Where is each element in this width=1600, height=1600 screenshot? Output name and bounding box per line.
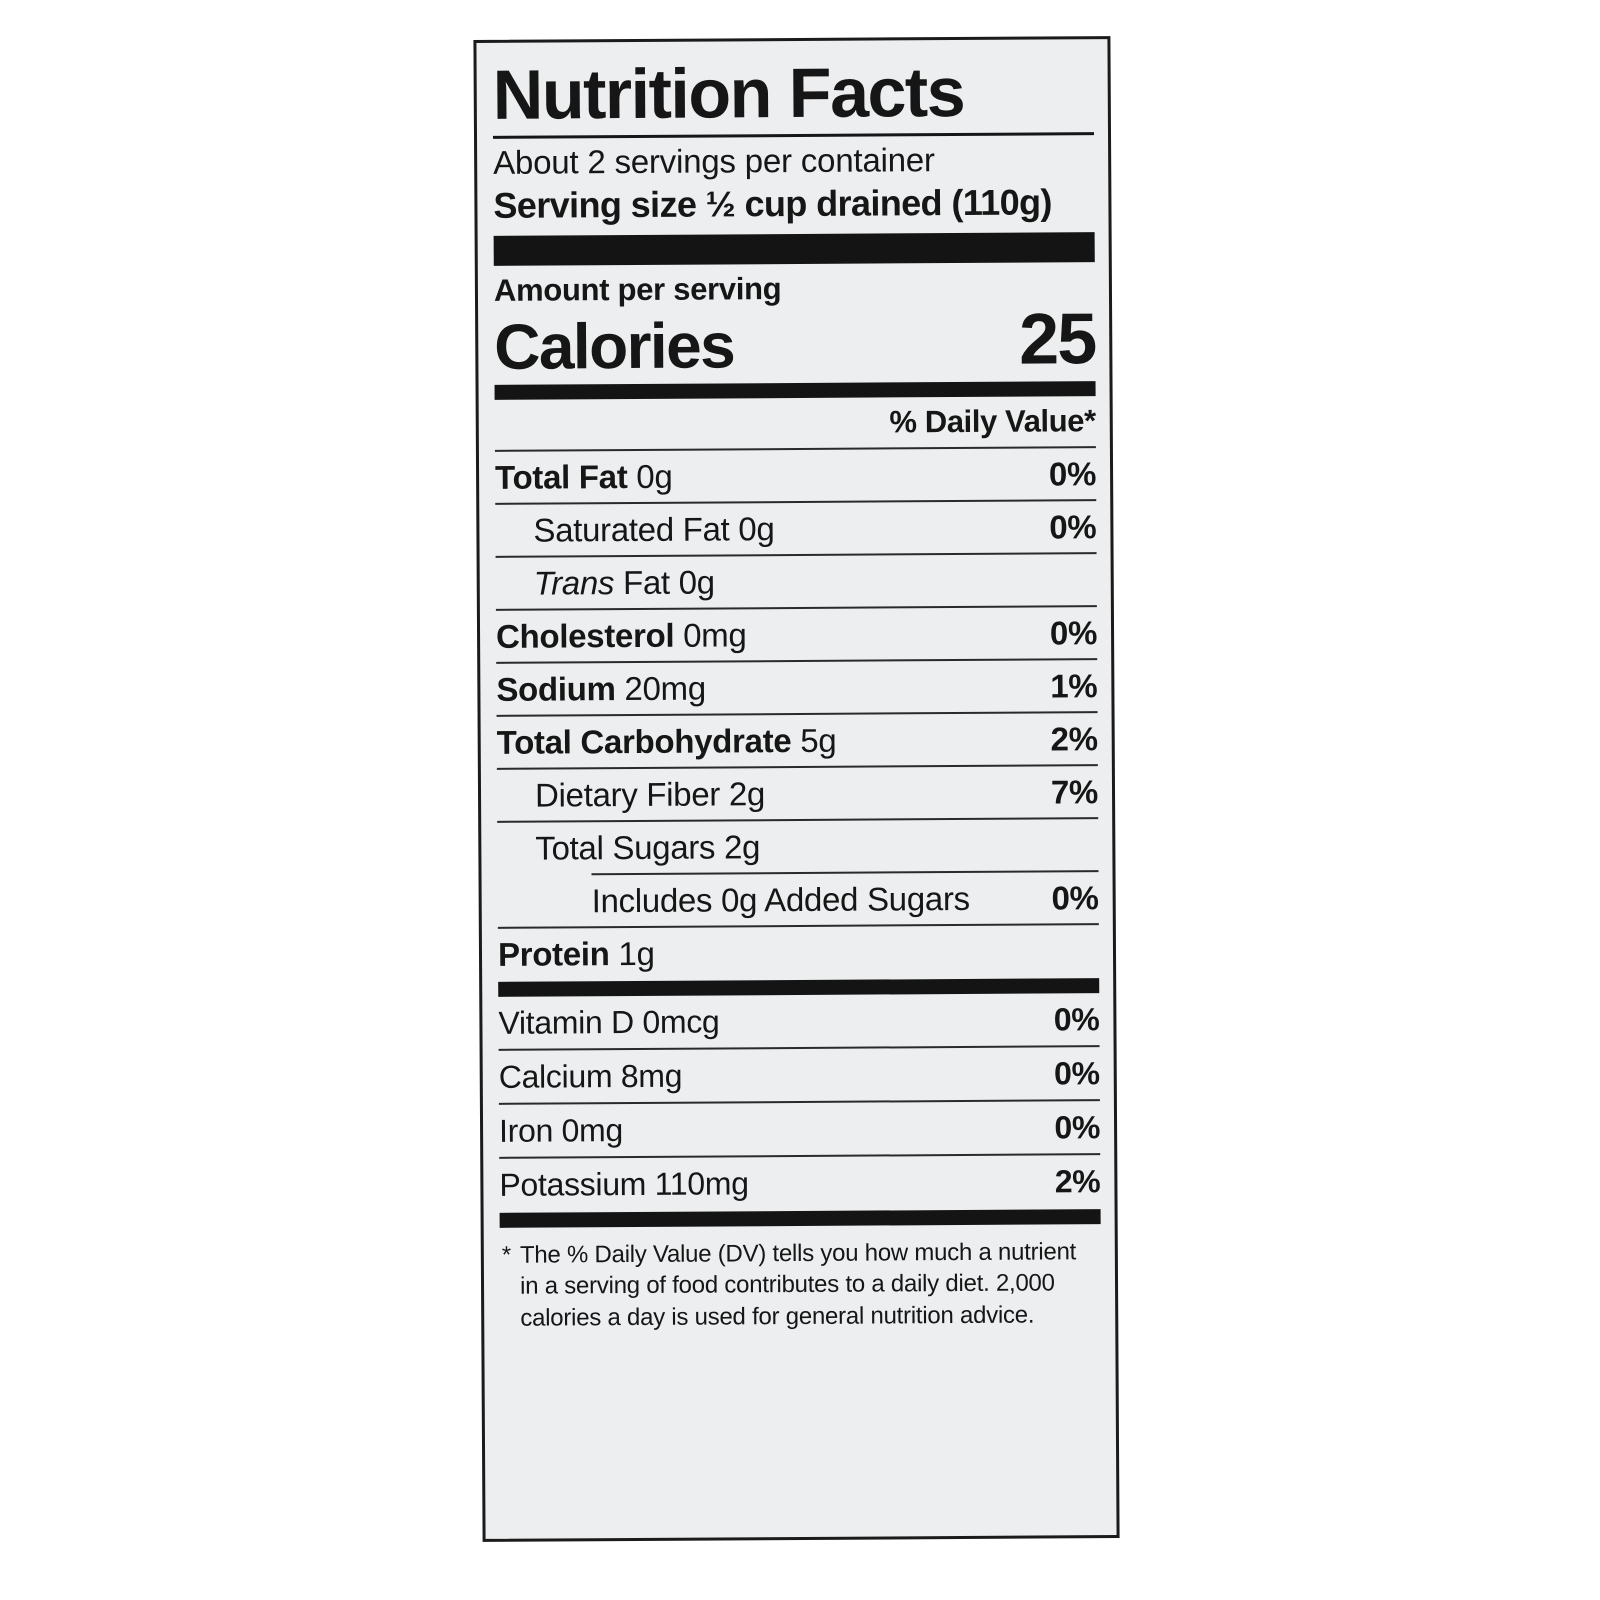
nutrient-amount-protein: 1g (618, 935, 655, 973)
vitamin-name-vitamin-d: Vitamin D 0mcg (498, 1003, 720, 1042)
vitamin-row-potassium: Potassium 110mg 2% (499, 1155, 1100, 1211)
nutrient-name-dietary-fiber: Dietary Fiber 2g (534, 775, 766, 814)
nutrient-row-added-sugars: Includes 0g Added Sugars 0% (498, 872, 1099, 927)
nutrient-name-trans-rest: Fat 0g (614, 563, 715, 602)
footnote-asterisk: * (501, 1242, 512, 1270)
vitamin-row-iron: Iron 0mg 0% (499, 1101, 1100, 1157)
nutrient-row-trans-fat: Trans Fat 0g (496, 554, 1097, 609)
page-title: Nutrition Facts (492, 52, 965, 134)
amount-per-serving-label: Amount per serving (493, 270, 782, 308)
nutrient-name-protein: Protein (497, 935, 610, 974)
nutrient-percent-added-sugars: 0% (1051, 879, 1099, 917)
nutrient-name-cholesterol: Cholesterol (495, 616, 675, 656)
nutrient-row-protein: Protein 1g (498, 925, 1099, 980)
calories-label: Calories (494, 309, 735, 384)
nutrient-amount-cholesterol: 0mg (683, 616, 747, 654)
footnote: * The % Daily Value (DV) tells you how m… (500, 1224, 1102, 1333)
nutrient-percent-total-carbohydrate: 2% (1050, 720, 1098, 758)
calories-row: Calories 25 (494, 299, 1096, 384)
nutrient-row-saturated-fat: Saturated Fat 0g 0% (495, 501, 1096, 556)
serving-size: Serving size ½ cup drained (110g) (493, 181, 1052, 227)
thick-divider-serving (493, 231, 1095, 266)
nutrient-name-sodium: Sodium (496, 670, 616, 709)
calories-value: 25 (1018, 299, 1096, 380)
vitamin-percent-vitamin-d: 0% (1053, 1001, 1100, 1038)
footnote-text: The % Daily Value (DV) tells you how muc… (519, 1238, 1077, 1332)
nutrient-row-cholesterol: Cholesterol 0mg 0% (496, 607, 1097, 662)
nutrient-name-saturated-fat: Saturated Fat 0g (533, 510, 775, 549)
vitamin-name-iron: Iron 0mg (498, 1112, 624, 1150)
nutrient-amount-sodium: 20mg (624, 669, 706, 708)
nutrient-name-total-carbohydrate: Total Carbohydrate (496, 722, 792, 762)
nutrient-row-dietary-fiber: Dietary Fiber 2g 7% (497, 766, 1098, 821)
nutrient-percent-dietary-fiber: 7% (1050, 773, 1099, 811)
title-divider (493, 132, 1095, 140)
nutrient-row-total-carbohydrate: Total Carbohydrate 5g 2% (497, 713, 1098, 768)
vitamin-name-calcium: Calcium 8mg (498, 1057, 683, 1096)
nutrient-amount-total-carbohydrate: 5g (800, 722, 837, 760)
vitamin-row-vitamin-d: Vitamin D 0mcg 0% (498, 993, 1099, 1049)
vitamin-row-calcium: Calcium 8mg 0% (499, 1047, 1100, 1103)
nutrient-row-sodium: Sodium 20mg 1% (496, 660, 1097, 715)
nutrient-row-total-fat: Total Fat 0g 0% (495, 448, 1096, 503)
nutrient-row-total-sugars: Total Sugars 2g (497, 819, 1098, 874)
nutrient-percent-cholesterol: 0% (1049, 614, 1098, 652)
nutrient-name-added-sugars: Includes 0g Added Sugars (591, 880, 970, 920)
nutrition-facts-label: Nutrition Facts About 2 servings per con… (473, 36, 1120, 1542)
nutrient-percent-sodium: 1% (1050, 667, 1098, 705)
daily-value-header: % Daily Value* (889, 403, 1096, 440)
nutrient-name-total-sugars: Total Sugars 2g (535, 828, 761, 867)
nutrient-amount-total-fat: 0g (636, 458, 673, 496)
vitamin-percent-iron: 0% (1054, 1109, 1101, 1146)
nutrient-name-total-fat: Total Fat (494, 458, 628, 497)
vitamin-percent-potassium: 2% (1054, 1163, 1101, 1200)
nutrient-name-trans-italic: Trans (533, 564, 615, 602)
vitamin-percent-calcium: 0% (1053, 1055, 1100, 1092)
servings-per-container: About 2 servings per container (493, 141, 935, 182)
nutrient-percent-total-fat: 0% (1048, 455, 1097, 493)
vitamin-name-potassium: Potassium 110mg (499, 1165, 749, 1204)
nutrient-percent-saturated-fat: 0% (1049, 508, 1097, 546)
